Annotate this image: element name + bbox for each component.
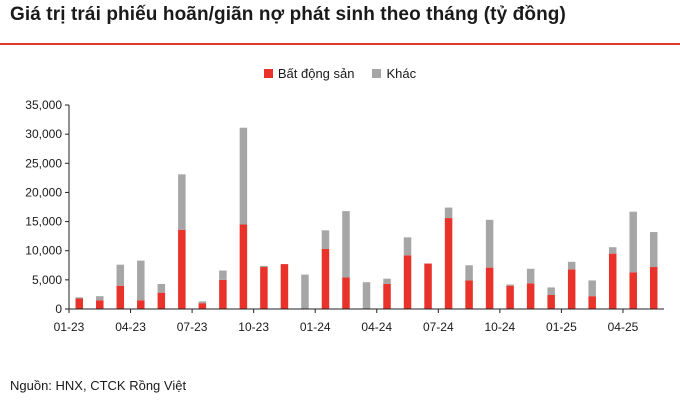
legend-label-real-estate: Bất động sản [277, 66, 355, 81]
bar-real-estate-12-24 [547, 295, 555, 309]
bar-real-estate-02-23 [96, 300, 104, 309]
x-axis: 01-23 04-23 07-23 10-23 01-24 04-24 07-24 10-24… [54, 308, 664, 334]
bar-real-estate-06-24 [424, 263, 432, 309]
x-tick-label: 01-23 [54, 320, 85, 334]
bar-real-estate-11-23 [280, 264, 289, 309]
bar-other-10-23 [260, 265, 268, 268]
bar-other-01-24 [321, 230, 330, 249]
y-tick-label: 10,000 [25, 244, 62, 258]
bar-other-10-24 [506, 284, 514, 286]
x-tick-label: 10-24 [485, 320, 516, 334]
bar-other-05-24 [403, 237, 412, 256]
bar-other-07-24 [444, 207, 453, 219]
bar-real-estate-08-23 [219, 279, 227, 309]
y-tick-label: 25,000 [25, 156, 62, 170]
bar-other-05-23 [157, 283, 166, 293]
bar-other-07-23 [198, 301, 207, 304]
bar-real-estate-05-25 [649, 267, 658, 309]
bar-other-12-24 [547, 287, 555, 296]
bar-real-estate-04-25 [629, 272, 637, 309]
legend-item-other: Khác [372, 66, 416, 81]
x-tick-label: 10-23 [238, 320, 269, 334]
bar-real-estate-02-25 [588, 296, 596, 309]
x-tick-label: 07-24 [423, 320, 454, 334]
bar-other-08-23 [219, 270, 227, 280]
y-tick-label: 30,000 [25, 127, 62, 141]
bar-other-04-23 [137, 260, 145, 301]
title-divider [0, 43, 680, 45]
bar-other-12-23 [301, 274, 309, 309]
x-tick-label: 07-23 [177, 320, 208, 334]
bar-real-estate-11-24 [526, 283, 535, 309]
bar-real-estate-02-24 [342, 277, 350, 309]
bar-other-02-23 [96, 296, 104, 301]
bar-real-estate-06-23 [178, 229, 186, 309]
legend-item-real-estate: Bất động sản [263, 66, 355, 81]
bar-other-11-24 [526, 268, 535, 284]
bar-other-01-25 [567, 261, 576, 270]
bar-real-estate-04-24 [383, 283, 391, 309]
y-tick-label: 0 [55, 302, 62, 316]
bar-real-estate-07-23 [198, 303, 207, 309]
bar-real-estate-01-24 [321, 248, 330, 309]
y-axis: 0 5,000 10,000 15,000 20,000 25,000 30,000 35,0… [25, 98, 70, 316]
bar-real-estate-05-24 [403, 255, 412, 309]
chart-title: Giá trị trái phiếu hoãn/giãn nợ phát sin… [10, 4, 566, 25]
x-tick-label: 04-23 [115, 320, 146, 334]
bar-other-01-23 [75, 297, 84, 299]
x-tick-label: 04-24 [361, 320, 392, 334]
y-tick-label: 15,000 [25, 215, 62, 229]
bar-other-09-24 [485, 219, 494, 268]
bar-real-estate-10-23 [260, 267, 268, 309]
bar-real-estate-05-23 [157, 292, 166, 309]
bar-real-estate-08-24 [465, 280, 473, 309]
bar-real-estate-04-23 [137, 300, 145, 309]
y-tick-label: 5,000 [32, 273, 62, 287]
bar-other-05-25 [649, 232, 658, 268]
legend-swatch-other [372, 69, 382, 78]
bar-other-03-24 [362, 282, 371, 309]
bar-real-estate-07-24 [444, 218, 453, 309]
legend-label-other: Khác [386, 66, 417, 81]
bar-real-estate-01-23 [75, 298, 84, 309]
x-tick-label: 01-24 [300, 320, 331, 334]
y-tick-label: 35,000 [25, 98, 62, 112]
bar-real-estate-01-25 [567, 269, 576, 309]
x-tick-label: 01-25 [546, 320, 577, 334]
bar-real-estate-09-23 [239, 224, 248, 309]
bar-real-estate-10-24 [506, 285, 514, 309]
legend-swatch-real-estate [263, 69, 273, 78]
bar-other-03-23 [116, 264, 125, 286]
bar-chart: 0 5,000 10,000 15,000 20,000 25,000 30,000 35,0… [25, 98, 664, 334]
bar-other-08-24 [465, 265, 473, 281]
bar-other-02-25 [588, 280, 596, 297]
bars [75, 127, 658, 309]
bar-real-estate-03-23 [116, 285, 125, 309]
bar-other-04-25 [629, 211, 637, 273]
bar-real-estate-09-24 [485, 267, 494, 309]
source-note: Nguồn: HNX, CTCK Rồng Việt [10, 378, 187, 393]
bar-other-09-23 [239, 127, 248, 225]
bar-real-estate-03-25 [608, 253, 617, 309]
y-tick-label: 20,000 [25, 185, 62, 199]
x-tick-label: 04-25 [608, 320, 639, 334]
bar-other-02-24 [342, 211, 350, 278]
bar-other-06-23 [178, 174, 186, 230]
bar-other-03-25 [608, 247, 617, 254]
chart-legend: Bất động sản Khác [0, 66, 680, 81]
bar-other-04-24 [383, 278, 391, 284]
